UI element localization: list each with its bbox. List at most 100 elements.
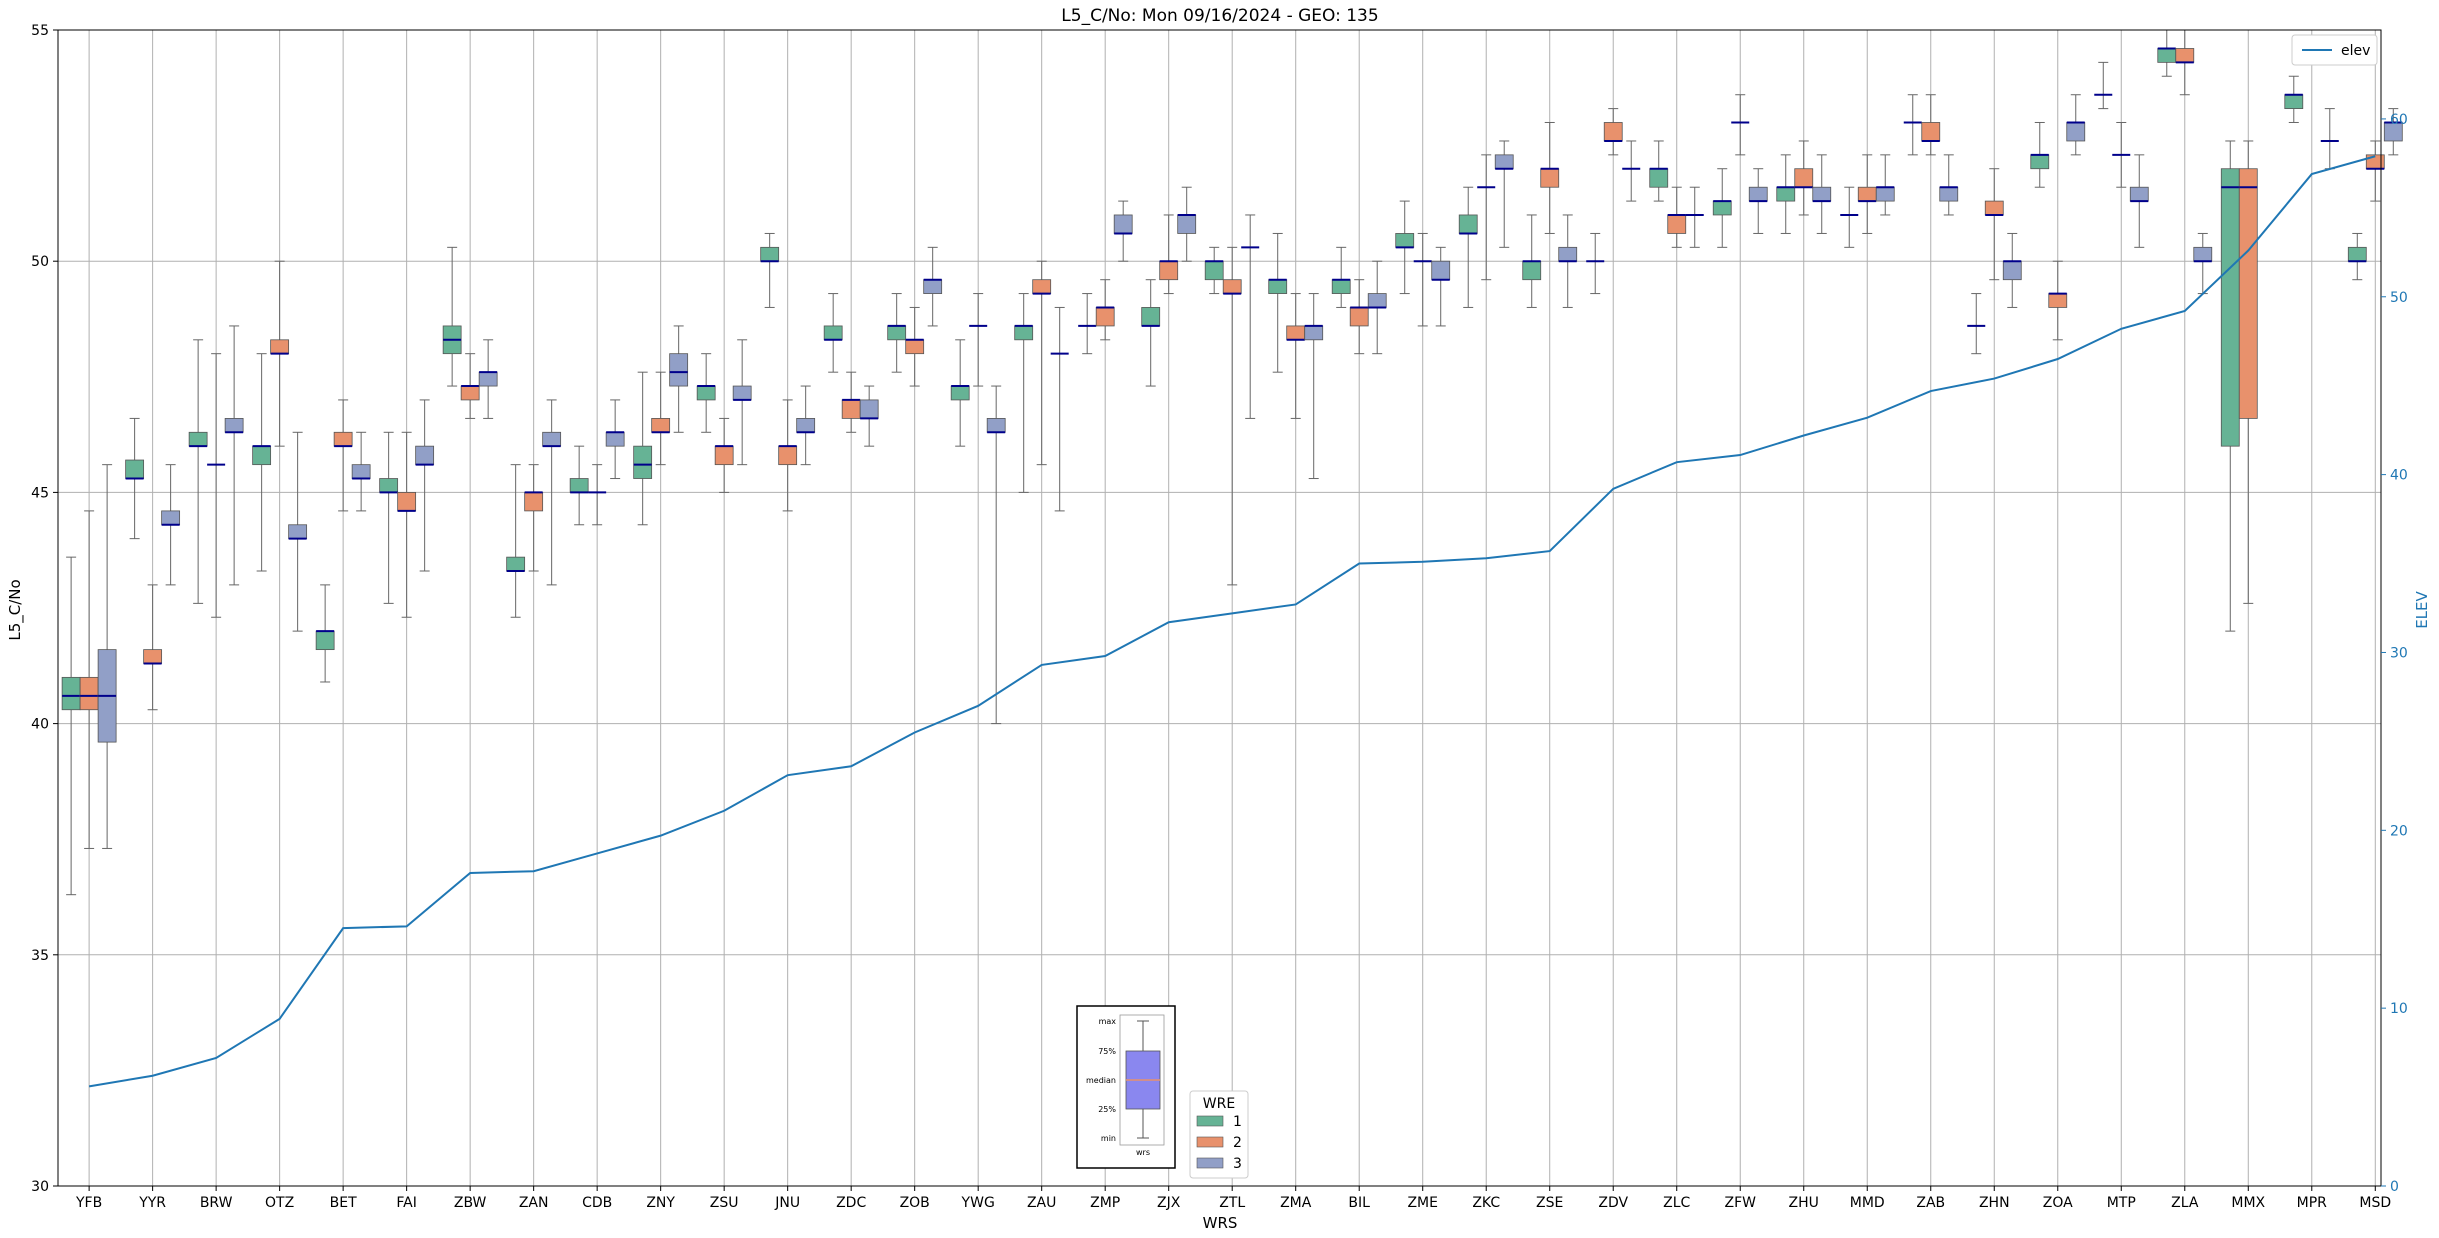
box-body (252, 445, 272, 466)
x-tick-label: ZME (1407, 1195, 1438, 1211)
box-zhu-wre1 (1776, 154, 1796, 234)
box-body (143, 649, 163, 664)
box-body (2030, 154, 2050, 170)
box-jnu-wre1 (760, 232, 780, 308)
box-body (1458, 214, 1478, 234)
box-body (778, 445, 798, 466)
box-body (1776, 186, 1796, 202)
x-tick-label: ZMP (1090, 1195, 1120, 1211)
y-tick-label: 35 (31, 948, 49, 964)
box-zbw-wre2 (460, 353, 480, 419)
box-body (224, 418, 244, 433)
x-tick-label: YFB (75, 1195, 102, 1211)
box-body (270, 339, 290, 355)
box-zfw-wre3 (1748, 168, 1768, 234)
box-body (1540, 168, 1560, 188)
plot-frame (57, 29, 2382, 1187)
box-brw-wre2 (207, 353, 226, 618)
box-body (1014, 325, 1034, 341)
box-zjx-wre2 (1159, 214, 1179, 295)
y-tick-label: 30 (31, 1179, 49, 1195)
x-tick-label: JNU (774, 1195, 800, 1211)
box-zkc-wre2 (1477, 154, 1496, 281)
box-yyr-wre3 (161, 464, 181, 586)
box-body (2238, 168, 2258, 419)
x-tick-label: ZFW (1724, 1195, 1756, 1211)
box-body (288, 524, 308, 540)
box-brw-wre1 (188, 339, 208, 604)
box-body (986, 418, 1006, 433)
box-ztl-wre3 (1241, 214, 1260, 419)
box-body (796, 418, 816, 433)
x-tick-label: MMX (2231, 1195, 2265, 1211)
box-body (61, 676, 81, 711)
box-body (379, 478, 399, 493)
box-body (1095, 307, 1115, 327)
x-axis-label: WRS (1203, 1214, 1238, 1232)
x-tick-label: ZLA (2171, 1195, 2199, 1211)
box-zab-wre1 (1903, 94, 1922, 156)
box-fai-wre2 (397, 431, 417, 618)
wre-legend: WRE 1 2 3 (1189, 1090, 1249, 1179)
box-body (2347, 246, 2367, 262)
box-body (1141, 307, 1161, 327)
y-right-tick-label: 10 (2390, 1001, 2408, 1017)
box-body (1113, 214, 1133, 234)
x-tick-label: ZNY (646, 1195, 675, 1211)
box-body (2066, 122, 2086, 142)
box-body (1667, 214, 1687, 234)
box-ztl-wre1 (1204, 246, 1224, 295)
box-body (333, 431, 353, 447)
box-body (1032, 279, 1052, 294)
box-body (950, 385, 970, 401)
box-cdb-wre1 (569, 445, 589, 526)
x-tick-label: ZSE (1536, 1195, 1563, 1211)
box-zob-wre3 (923, 246, 943, 327)
box-zab-wre2 (1921, 94, 1941, 156)
box-bet-wre2 (333, 399, 353, 512)
box-zlc-wre1 (1649, 140, 1669, 202)
x-tick-label: BRW (200, 1195, 233, 1211)
box-zhn-wre3 (2002, 232, 2022, 308)
box-zdv-wre1 (1586, 232, 1605, 295)
box-zma-wre2 (1286, 293, 1306, 419)
box-bil-wre3 (1367, 260, 1387, 355)
box-yfb-wre1 (61, 556, 81, 896)
y-right-tick-label: 40 (2390, 468, 2408, 484)
box-body (633, 445, 653, 479)
boxplot-key-label-min: min (1101, 1134, 1116, 1143)
box-otz-wre2 (270, 260, 290, 447)
box-body (542, 431, 562, 447)
box-bil-wre2 (1349, 279, 1369, 355)
box-zlc-wre3 (1685, 186, 1704, 248)
wre-legend-label-3: 3 (1233, 1156, 1242, 1172)
box-body (460, 385, 480, 401)
y-axis-right-label: ELEV (2413, 590, 2431, 628)
box-body (887, 325, 907, 341)
x-tick-label: FAI (396, 1195, 416, 1211)
box-zan-wre3 (542, 399, 562, 586)
box-body (923, 279, 943, 294)
box-body (1286, 325, 1306, 341)
box-mmx-wre1 (2220, 140, 2240, 632)
box-body (1222, 279, 1242, 294)
wre-legend-frame (1189, 1090, 1249, 1179)
x-tick-label: ZDV (1598, 1195, 1628, 1211)
x-tick-label: ZJX (1157, 1195, 1181, 1211)
box-body (161, 510, 181, 526)
elev-legend-label: elev (2341, 43, 2370, 59)
wre-legend-title: WRE (1203, 1096, 1235, 1112)
y-tick-label: 40 (31, 717, 49, 733)
box-zau-wre3 (1050, 306, 1069, 512)
box-body (1712, 200, 1732, 216)
box-body (1268, 279, 1288, 294)
box-body (569, 478, 589, 493)
box-mtp-wre2 (2112, 121, 2131, 188)
box-body (605, 431, 625, 447)
box-zoa-wre3 (2066, 94, 2086, 156)
box-body (1304, 325, 1324, 341)
boxplot-key-label-max: max (1099, 1017, 1117, 1026)
x-tick-label: ZAN (519, 1195, 549, 1211)
box-zma-wre3 (1304, 293, 1324, 480)
